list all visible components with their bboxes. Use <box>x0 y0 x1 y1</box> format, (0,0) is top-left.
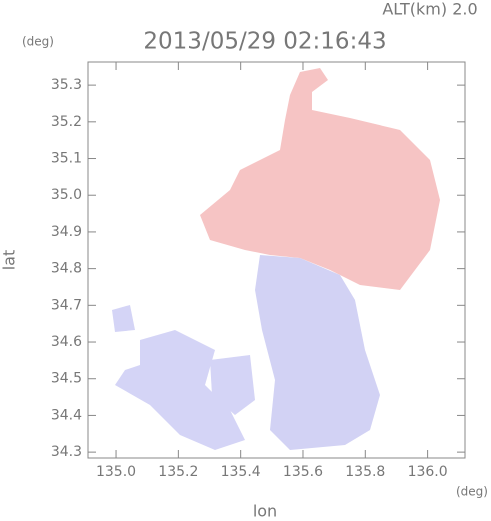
y-tick-label: 35.0 <box>51 187 82 203</box>
approaching-area <box>210 355 255 415</box>
y-axis-label: lat <box>0 250 19 271</box>
y-tick-label: 34.9 <box>51 224 82 240</box>
x-unit: (deg) <box>456 485 488 499</box>
x-tick-label: 136.0 <box>408 464 448 480</box>
y-tick-label: 35.3 <box>51 77 82 93</box>
x-tick-label: 135.4 <box>221 464 261 480</box>
y-tick-label: 35.2 <box>51 114 82 130</box>
y-tick-label: 34.7 <box>51 297 82 313</box>
approaching-area <box>255 255 380 450</box>
x-tick-label: 135.0 <box>96 464 136 480</box>
approaching-area <box>112 305 135 332</box>
approaching-area <box>115 330 245 450</box>
y-tick-label: 34.5 <box>51 371 82 387</box>
receding-area <box>200 68 440 290</box>
y-tick-label: 34.8 <box>51 261 82 277</box>
altitude-label: ALT(km) 2.0 <box>382 0 477 19</box>
y-tick-label: 34.4 <box>51 407 82 423</box>
velocity-field <box>112 68 440 450</box>
chart-title: 2013/05/29 02:16:43 <box>143 29 386 55</box>
y-tick-label: 35.1 <box>51 151 82 167</box>
y-tick-label: 34.3 <box>51 444 82 460</box>
y-tick-label: 34.6 <box>51 334 82 350</box>
x-tick-label: 135.2 <box>158 464 198 480</box>
x-tick-label: 135.8 <box>345 464 385 480</box>
plot-frame <box>87 61 466 459</box>
x-axis-label: lon <box>253 502 277 521</box>
y-unit: (deg) <box>22 35 54 49</box>
x-tick-label: 135.6 <box>283 464 323 480</box>
